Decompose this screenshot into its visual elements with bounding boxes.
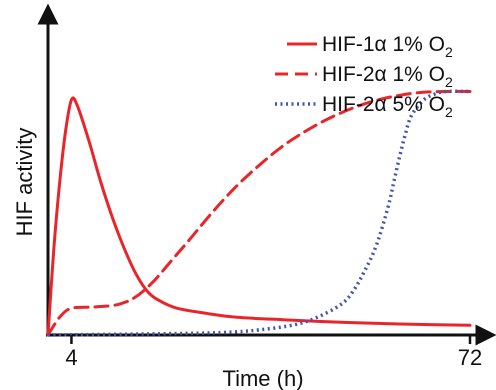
legend-item-hif2a-1pct: HIF-2α 1% O2 [275,63,453,90]
y-axis-label: HIF activity [12,128,37,237]
legend-label-subscript: 2 [445,74,453,90]
x-tick-layer: 4 72 [65,335,482,370]
legend-label-hif2a-1pct: HIF-2α 1% O2 [322,63,453,90]
series-line-dashed [46,89,472,337]
legend-label-main: HIF-1α 1% O [322,33,445,56]
legend: HIF-1α 1% O2 HIF-2α 1% O2 HIF-2α 5% O2 [275,33,453,120]
series-line-solid [46,96,472,337]
legend-label-hif1a-1pct: HIF-1α 1% O2 [322,33,453,60]
legend-label-main: HIF-2α 5% O [322,93,445,116]
legend-label-subscript: 2 [445,44,453,60]
legend-label-hif2a-5pct: HIF-2α 5% O2 [322,93,453,120]
legend-label-subscript: 2 [445,104,453,120]
x-tick-label: 4 [65,345,77,370]
legend-item-hif2a-5pct: HIF-2α 5% O2 [275,93,453,120]
x-tick-label: 72 [458,345,482,370]
series-layer [46,89,472,337]
x-axis-label: Time (h) [222,366,303,390]
legend-label-main: HIF-2α 1% O [322,63,445,86]
series-line-dotted [47,89,471,337]
legend-item-hif1a-1pct: HIF-1α 1% O2 [287,33,453,60]
